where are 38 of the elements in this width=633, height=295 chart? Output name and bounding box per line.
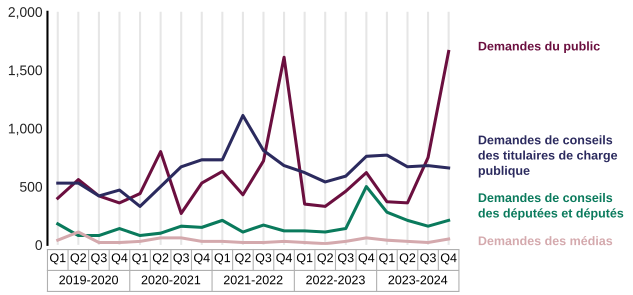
x-tick-label: Q3 bbox=[256, 253, 272, 264]
text: 2023-2024 bbox=[388, 275, 448, 284]
y-tick-label: 500 bbox=[20, 182, 42, 192]
x-tick-label: Q2 bbox=[400, 253, 416, 264]
x-tick-label: Q3 bbox=[91, 253, 107, 264]
text: 2020-2021 bbox=[142, 275, 200, 284]
x-tick-label: Q1 bbox=[379, 253, 395, 264]
text: 2022-2023 bbox=[306, 275, 365, 284]
text: Demandes des médias bbox=[478, 236, 612, 246]
y-tick-label: 1,500 bbox=[8, 65, 42, 77]
text: 2019-2020 bbox=[59, 275, 118, 284]
text: Demandes de conseils des députées et députés bbox=[478, 192, 624, 220]
text: 2021-2022 bbox=[224, 275, 282, 284]
x-tick-label: Q2 bbox=[152, 253, 168, 264]
line-series bbox=[56, 230, 450, 245]
y-tick-label: 1,000 bbox=[8, 124, 42, 136]
y-tick-label: 0 bbox=[35, 240, 42, 250]
line-series bbox=[56, 50, 450, 215]
line-series bbox=[56, 185, 450, 238]
line-series bbox=[56, 114, 450, 208]
x-tick-label: Q1 bbox=[296, 253, 312, 264]
x-tick-label: Q2 bbox=[70, 253, 86, 264]
x-tick-label: Q4 bbox=[194, 253, 210, 264]
x-tick-label: Q3 bbox=[420, 253, 436, 264]
x-tick-label: Q4 bbox=[112, 253, 128, 264]
x-tick-label: Q1 bbox=[132, 253, 148, 264]
x-tick-label: Q4 bbox=[276, 253, 292, 264]
x-tick-label: Q4 bbox=[358, 253, 374, 264]
text: Demandes de conseils des titulaires de charge publique bbox=[478, 135, 618, 178]
text: Demandes du public bbox=[478, 41, 600, 54]
x-tick-label: Q1 bbox=[214, 253, 230, 264]
x-tick-label: Q2 bbox=[235, 253, 251, 264]
x-tick-label: Q3 bbox=[338, 253, 354, 264]
x-tick-label: Q4 bbox=[440, 253, 457, 264]
x-tick-label: Q3 bbox=[173, 253, 189, 264]
x-tick-label: Q1 bbox=[50, 253, 66, 264]
y-tick-label: 2,000 bbox=[8, 7, 42, 19]
x-tick-label: Q2 bbox=[317, 253, 333, 264]
